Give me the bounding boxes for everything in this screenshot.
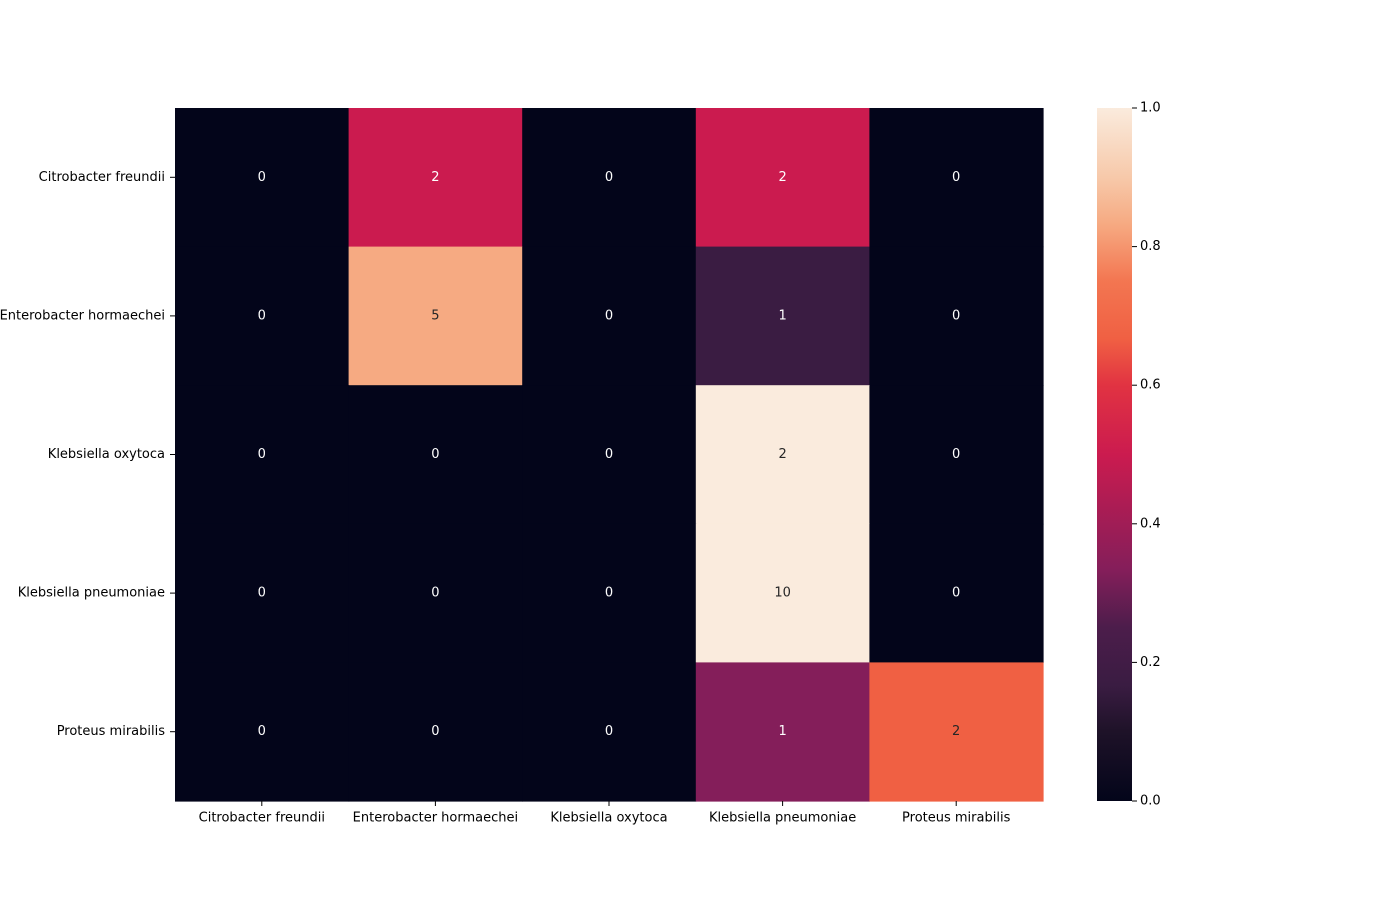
heatmap-cell-r2-c4 xyxy=(869,385,1044,525)
heatmap-cell-r0-c0 xyxy=(175,108,350,248)
cell-annotation-r4-c1: 0 xyxy=(431,724,439,739)
cell-annotation-r3-c0: 0 xyxy=(258,586,266,601)
heatmap-cell-r3-c2 xyxy=(522,523,697,663)
x-tick-label: Citrobacter freundii xyxy=(199,811,325,826)
cell-annotation-r4-c3: 1 xyxy=(778,724,786,739)
y-tick-label: Klebsiella oxytoca xyxy=(48,447,165,462)
cell-annotation-r3-c2: 0 xyxy=(605,586,613,601)
cell-annotation-r2-c1: 0 xyxy=(431,447,439,462)
y-axis: Citrobacter freundii Enterobacter hormaec… xyxy=(0,170,175,739)
heatmap-cell-r1-c4 xyxy=(869,246,1044,386)
cell-annotation-r1-c4: 0 xyxy=(952,308,960,323)
heatmap-cell-r0-c1 xyxy=(348,108,523,248)
y-tick-label: Klebsiella pneumoniae xyxy=(18,586,165,601)
y-tick-label: Citrobacter freundii xyxy=(39,170,165,185)
heatmap-cell-r0-c4 xyxy=(869,108,1044,248)
cell-annotation-r3-c1: 0 xyxy=(431,586,439,601)
cell-annotation-r0-c3: 2 xyxy=(778,170,786,185)
x-axis: Citrobacter freundii Enterobacter hormaec… xyxy=(199,801,1011,826)
colorbar-tick-label: 0.4 xyxy=(1140,516,1161,531)
heatmap-cell-r3-c4 xyxy=(869,523,1044,663)
heatmap-cell-r4-c0 xyxy=(175,662,350,802)
heatmap-cell-r4-c2 xyxy=(522,662,697,802)
cell-annotation-r1-c2: 0 xyxy=(605,308,613,323)
heatmap-cell-r0-c3 xyxy=(695,108,870,248)
heatmap-cell-r4-c3 xyxy=(695,662,870,802)
heatmap-cell-r1-c2 xyxy=(522,246,697,386)
cell-annotation-r0-c2: 0 xyxy=(605,170,613,185)
cell-annotations: 0 2 0 2 00 5 0 1 00 0 0 2 00 0 0 10 00 0 0 1 2 xyxy=(258,170,961,739)
cell-annotation-r1-c3: 1 xyxy=(778,308,786,323)
colorbar: 0.0 0.2 0.4 0.6 0.8 1.0 xyxy=(1097,101,1161,809)
heatmap-cell-r4-c1 xyxy=(348,662,523,802)
cell-annotation-r4-c2: 0 xyxy=(605,724,613,739)
heatmap-cell-r2-c1 xyxy=(348,385,523,525)
colorbar-tick-label: 0.0 xyxy=(1140,794,1161,809)
cell-annotation-r2-c2: 0 xyxy=(605,447,613,462)
heatmap-cell-r2-c0 xyxy=(175,385,350,525)
heatmap-cell-r1-c0 xyxy=(175,246,350,386)
x-tick-label: Enterobacter hormaechei xyxy=(353,811,518,826)
x-tick-label: Proteus mirabilis xyxy=(902,811,1011,826)
heatmap-cell-r1-c1 xyxy=(348,246,523,386)
heatmap-cell-r3-c1 xyxy=(348,523,523,663)
heatmap-cell-r0-c2 xyxy=(522,108,697,248)
heatmap-cell-r2-c2 xyxy=(522,385,697,525)
heatmap-cells xyxy=(175,108,1044,802)
cell-annotation-r2-c0: 0 xyxy=(258,447,266,462)
x-tick-label: Klebsiella pneumoniae xyxy=(709,811,856,826)
cell-annotation-r3-c3: 10 xyxy=(774,586,791,601)
y-tick-label: Enterobacter hormaechei xyxy=(0,308,165,323)
cell-annotation-r0-c1: 2 xyxy=(431,170,439,185)
colorbar-tick-label: 0.6 xyxy=(1140,378,1161,393)
heatmap-cell-r3-c3 xyxy=(695,523,870,663)
cell-annotation-r2-c4: 0 xyxy=(952,447,960,462)
colorbar-bar xyxy=(1097,108,1132,801)
heatmap-cell-r4-c4 xyxy=(869,662,1044,802)
colorbar-tick-label: 0.8 xyxy=(1140,239,1161,254)
cell-annotation-r0-c4: 0 xyxy=(952,170,960,185)
cell-annotation-r2-c3: 2 xyxy=(778,447,786,462)
colorbar-tick-label: 0.2 xyxy=(1140,655,1161,670)
cell-annotation-r4-c4: 2 xyxy=(952,724,960,739)
cell-annotation-r0-c0: 0 xyxy=(258,170,266,185)
cell-annotation-r1-c0: 0 xyxy=(258,308,266,323)
cell-annotation-r1-c1: 5 xyxy=(431,308,439,323)
colorbar-tick-label: 1.0 xyxy=(1140,101,1161,116)
cell-annotation-r3-c4: 0 xyxy=(952,586,960,601)
cell-annotation-r4-c0: 0 xyxy=(258,724,266,739)
x-tick-label: Klebsiella oxytoca xyxy=(550,811,667,826)
heatmap-cell-r3-c0 xyxy=(175,523,350,663)
heatmap-cell-r2-c3 xyxy=(695,385,870,525)
y-tick-label: Proteus mirabilis xyxy=(57,724,166,739)
heatmap-cell-r1-c3 xyxy=(695,246,870,386)
